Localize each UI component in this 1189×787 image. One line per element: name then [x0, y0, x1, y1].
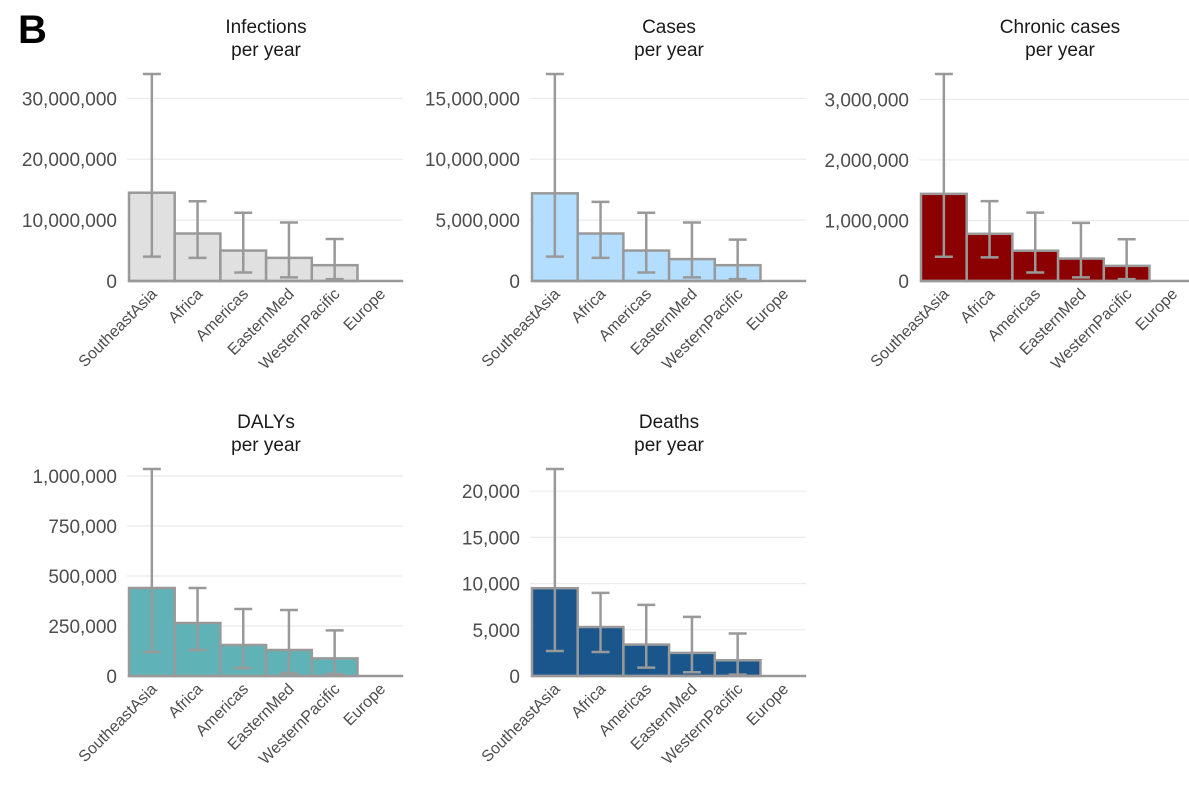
y-tick-label: 20,000,000	[22, 150, 117, 171]
x-tick-label: SoutheastAsia	[868, 286, 953, 371]
y-tick-label: 500,000	[48, 567, 117, 588]
y-tick-label: 5,000,000	[435, 211, 520, 232]
y-tick-label: 30,000,000	[22, 89, 117, 110]
chart-title-line-1: per year	[634, 435, 704, 456]
panel-label: B	[18, 8, 47, 52]
y-tick-label: 250,000	[48, 617, 117, 638]
y-tick-label: 0	[509, 272, 520, 293]
x-tick-label: WesternPacific	[1048, 286, 1135, 373]
chart-title-line-0: Chronic cases	[1000, 17, 1120, 38]
chart-title-line-1: per year	[1025, 40, 1095, 61]
y-tick-label: 0	[509, 667, 520, 688]
y-tick-label: 1,000,000	[824, 211, 909, 232]
chart-title-line-0: Infections	[225, 17, 306, 38]
y-tick-label: 10,000	[462, 575, 520, 596]
y-tick-label: 10,000,000	[425, 150, 520, 171]
x-tick-label: Europe	[744, 286, 793, 335]
x-tick-label: Africa	[957, 286, 998, 327]
x-tick-label: WesternPacific	[659, 286, 746, 373]
x-tick-label: Africa	[165, 681, 206, 722]
x-tick-label: Europe	[1133, 286, 1182, 335]
y-tick-label: 0	[106, 272, 117, 293]
x-tick-label: WesternPacific	[659, 681, 746, 768]
x-tick-label: Europe	[341, 286, 390, 335]
x-tick-label: WesternPacific	[256, 681, 343, 768]
x-tick-label: Europe	[341, 681, 390, 730]
x-tick-label: Africa	[568, 286, 609, 327]
y-tick-label: 5,000	[472, 621, 520, 642]
y-tick-label: 20,000	[462, 482, 520, 503]
y-tick-label: 10,000,000	[22, 211, 117, 232]
y-tick-label: 2,000,000	[824, 151, 909, 172]
y-tick-label: 0	[106, 667, 117, 688]
chart-title-line-0: Cases	[642, 17, 696, 38]
y-tick-label: 3,000,000	[824, 90, 909, 111]
y-tick-label: 15,000	[462, 528, 520, 549]
y-tick-label: 1,000,000	[32, 467, 117, 488]
x-tick-label: SoutheastAsia	[479, 681, 564, 766]
x-tick-label: Europe	[744, 681, 793, 730]
x-tick-label: Africa	[165, 286, 206, 327]
chart-title-line-0: DALYs	[237, 412, 295, 433]
y-tick-label: 0	[898, 272, 909, 293]
x-tick-label: SoutheastAsia	[479, 286, 564, 371]
x-tick-label: SoutheastAsia	[76, 286, 161, 371]
chart-title-line-1: per year	[634, 40, 704, 61]
x-tick-label: WesternPacific	[256, 286, 343, 373]
x-tick-label: SoutheastAsia	[76, 681, 161, 766]
y-tick-label: 15,000,000	[425, 89, 520, 110]
chart-title-line-0: Deaths	[639, 412, 699, 433]
chart-title-line-1: per year	[231, 40, 301, 61]
y-tick-label: 750,000	[48, 517, 117, 538]
chart-title-line-1: per year	[231, 435, 301, 456]
x-tick-label: Africa	[568, 681, 609, 722]
